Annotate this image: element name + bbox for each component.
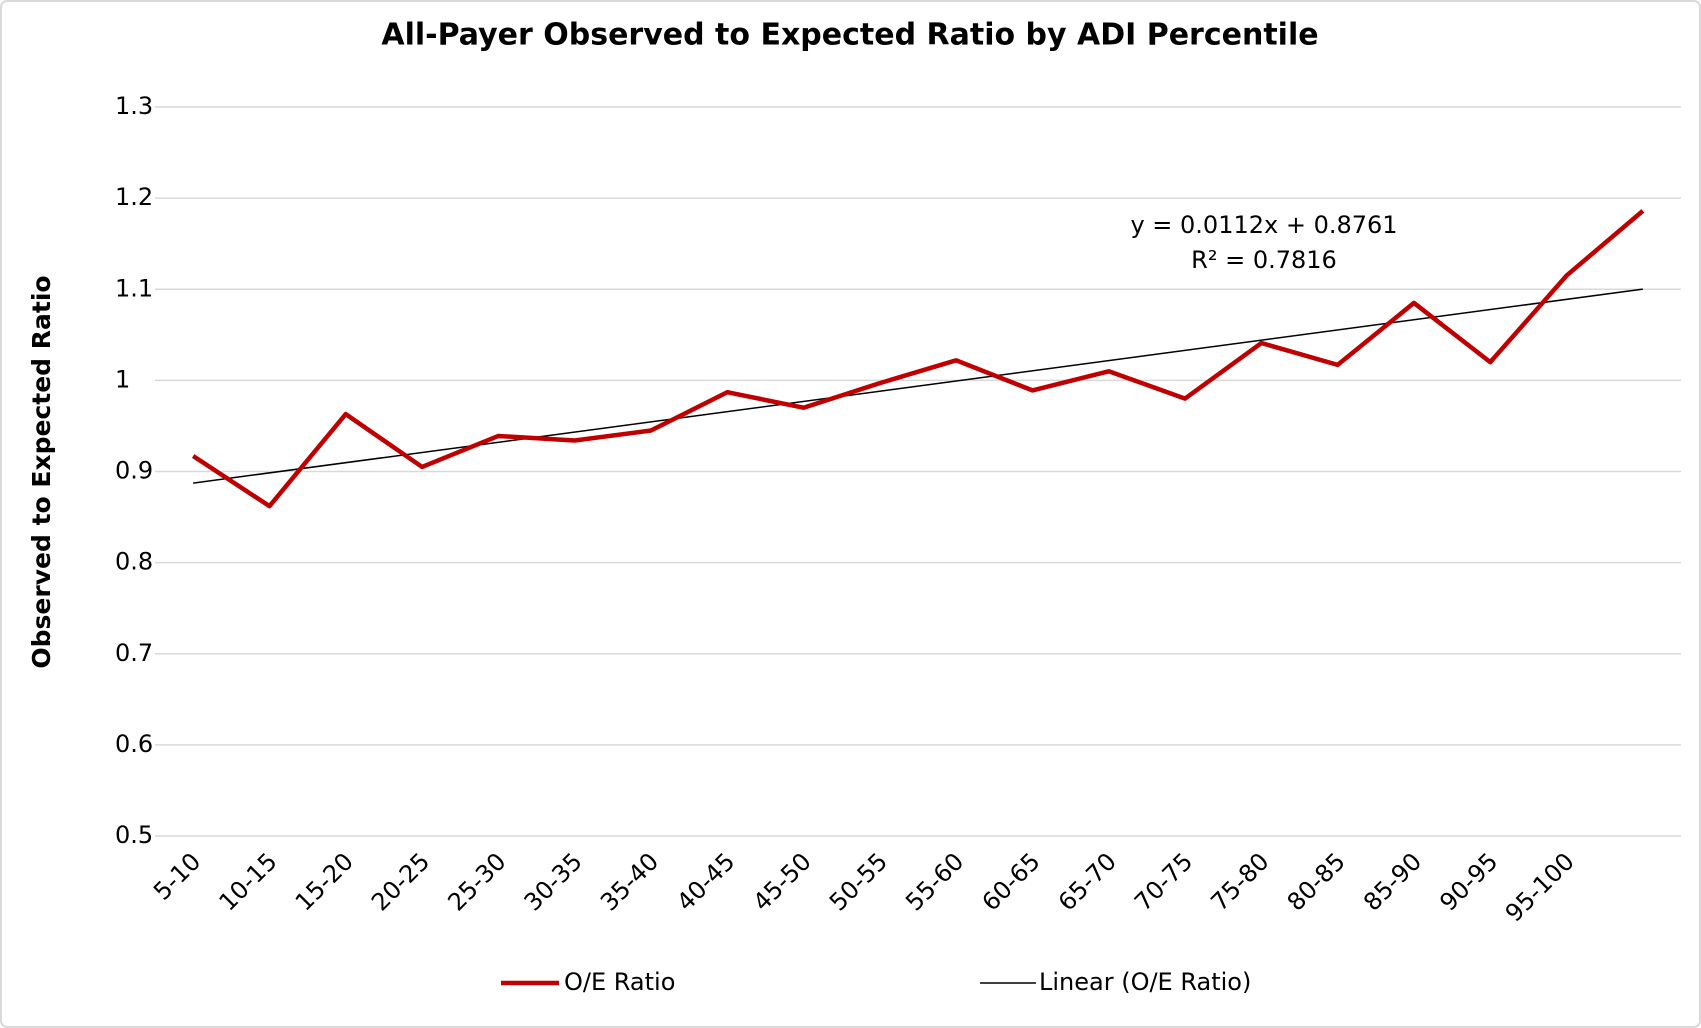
y-tick-label: 0.9: [115, 457, 153, 485]
y-tick-label: 1.1: [115, 274, 153, 302]
y-tick-label: 1.3: [115, 92, 153, 120]
legend-label: Linear (O/E Ratio): [1039, 968, 1251, 996]
y-tick-label: 1: [115, 365, 130, 393]
series-line: [191, 209, 1645, 509]
y-tick-label: 1.2: [115, 183, 153, 211]
y-tick-label: 0.5: [115, 821, 153, 849]
trendline-r-squared: R² = 0.7816: [1191, 246, 1337, 274]
trendline: [193, 288, 1643, 484]
y-tick-label: 0.6: [115, 730, 153, 758]
legend-label: O/E Ratio: [564, 968, 675, 996]
y-tick-label: 0.7: [115, 639, 153, 667]
y-axis-label: Observed to Expected Ratio: [27, 275, 56, 668]
y-tick-label: 0.8: [115, 548, 153, 576]
chart-title: All-Payer Observed to Expected Ratio by …: [381, 18, 1318, 53]
trendline-equation: y = 0.0112x + 0.8761: [1130, 211, 1397, 239]
